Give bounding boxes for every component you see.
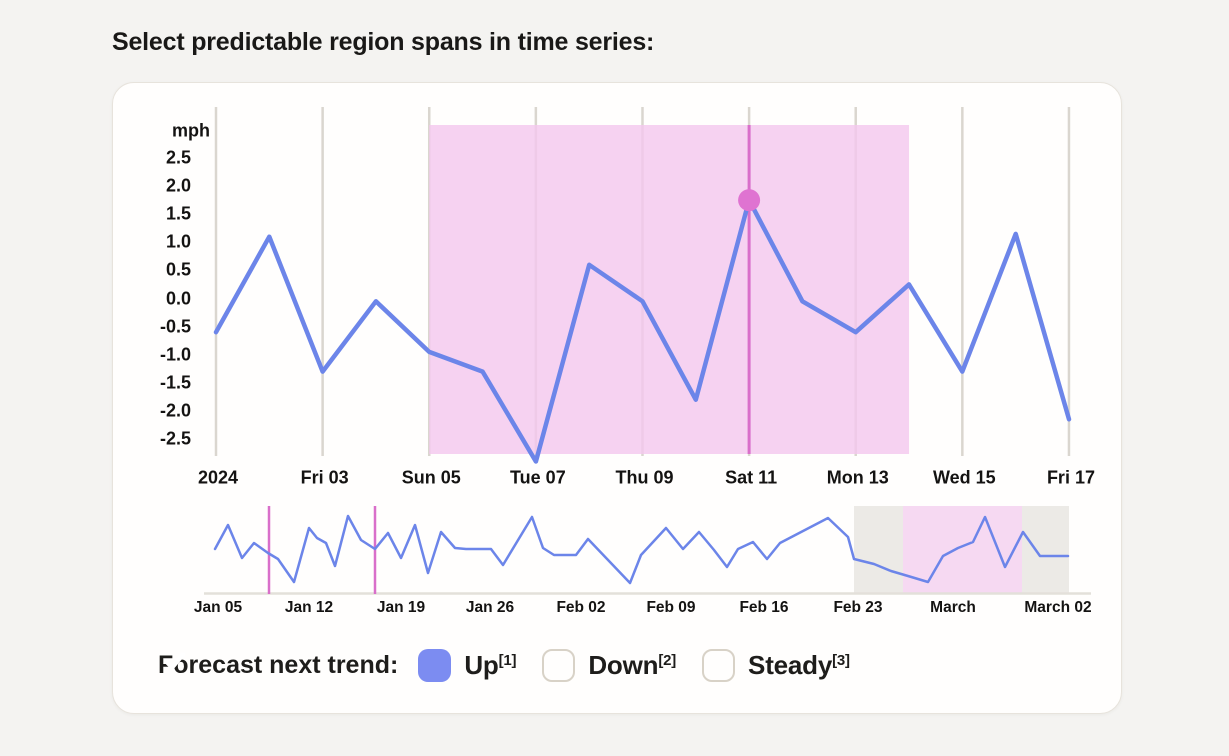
x-tick-label: Thu 09: [615, 467, 674, 488]
forecast-options: Up[1] Down[2] Steady[3]: [163, 648, 863, 682]
overview-tick-label: Jan 05: [193, 599, 243, 616]
x-tick-label: Sat 11: [725, 467, 778, 488]
y-tick-label: -2.5: [159, 428, 191, 449]
y-tick-label: -1.5: [159, 372, 191, 393]
y-tick-label: 1.0: [165, 231, 191, 252]
forecast-option-label: Up[1]: [464, 649, 517, 680]
y-tick-label: -2.0: [159, 400, 191, 421]
y-axis-unit-label: mph: [172, 120, 210, 141]
x-tick-label: Wed 15: [932, 467, 996, 488]
overview-tick-label: Feb 23: [833, 599, 883, 616]
x-tick-label: 2024: [197, 467, 239, 488]
overview-tick-label: March 02: [1024, 599, 1092, 616]
y-tick-label: -0.5: [159, 316, 191, 337]
y-tick-label: 2.0: [165, 175, 191, 196]
x-tick-label: Mon 13: [826, 467, 889, 488]
checkmark-icon: [163, 652, 186, 670]
overview-tick-label: Feb 02: [556, 599, 606, 616]
forecast-option-up[interactable]: Up[1]: [163, 648, 517, 682]
x-tick-label: Sun 05: [401, 467, 461, 488]
selected-region[interactable]: [429, 125, 910, 454]
overview-tick-label: Jan 12: [284, 599, 334, 616]
x-tick-label: Fri 03: [300, 467, 349, 488]
page-title: Select predictable region spans in time …: [112, 28, 655, 56]
marker-dot[interactable]: [738, 189, 761, 212]
overview-tick-label: Feb 09: [646, 599, 696, 616]
series-line: [213, 197, 1072, 464]
forecast-option-steady[interactable]: Steady[3]: [702, 648, 850, 682]
forecast-option-label: Down[2]: [588, 649, 677, 680]
checkbox-checked[interactable]: [163, 648, 452, 682]
x-tick-label: Tue 07: [510, 467, 566, 488]
forecast-option-label: Steady[3]: [748, 649, 850, 680]
chart-card: 2024 Fri 03 Sun 05 Tue 07 Thu 09 Sat 11 Mon 13…: [112, 82, 1122, 714]
timeseries-chart-canvas[interactable]: [113, 83, 1119, 711]
checkbox-unchecked[interactable]: [702, 648, 736, 682]
overview-tick-label: Jan 26: [465, 599, 515, 616]
x-tick-label: Fri 17: [1046, 467, 1095, 488]
overview-line: [213, 514, 1070, 585]
y-tick-label: 0.0: [165, 288, 191, 308]
y-tick-label: 0.5: [165, 259, 191, 280]
checkbox-unchecked[interactable]: [542, 648, 576, 682]
y-tick-label: 2.5: [165, 147, 191, 168]
overview-tick-label: Feb 16: [739, 599, 789, 616]
y-tick-label: -1.0: [159, 344, 191, 365]
forecast-label: Forecast next trend:: [158, 650, 399, 679]
forecast-option-down[interactable]: Down[2]: [542, 648, 677, 682]
y-tick-label: 1.5: [165, 203, 191, 224]
overview-tick-label: March: [930, 599, 976, 616]
forecast-row: Forecast next trend: Up[1] Down[2] Steady[…: [158, 644, 863, 686]
overview-tick-label: Jan 19: [376, 599, 426, 616]
